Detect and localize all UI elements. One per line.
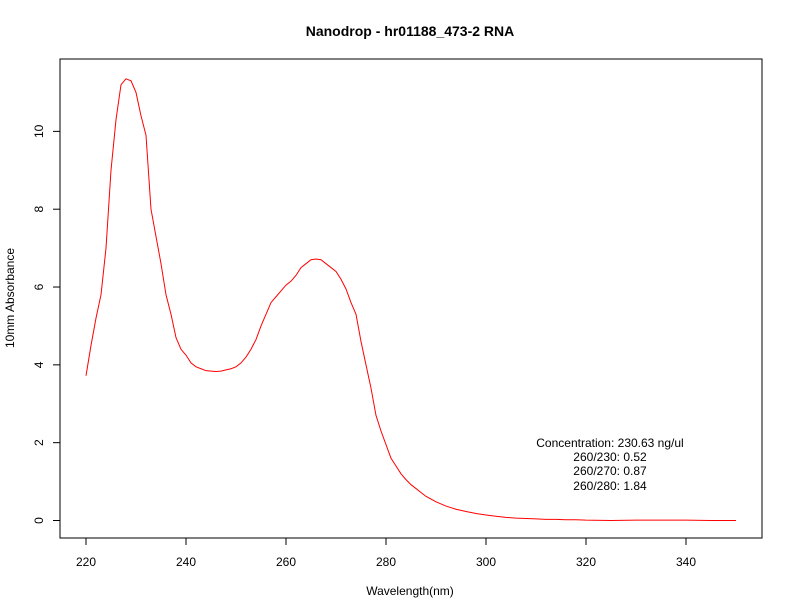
x-axis-label: Wavelength(nm) (366, 584, 454, 598)
x-tick-label: 340 (676, 555, 696, 569)
x-tick-label: 260 (276, 555, 296, 569)
y-tick-label: 6 (32, 283, 46, 290)
chart-title: Nanodrop - hr01188_473-2 RNA (306, 23, 515, 39)
x-tick-label: 320 (576, 555, 596, 569)
x-tick-label: 240 (176, 555, 196, 569)
concentration-text: Concentration: 230.63 ng/ul (536, 436, 683, 450)
x-tick-label: 280 (376, 555, 396, 569)
y-tick-label: 10 (32, 124, 46, 138)
ratio-260-280-text: 260/280: 1.84 (573, 479, 647, 493)
x-tick-label: 300 (476, 555, 496, 569)
y-tick-label: 8 (32, 206, 46, 213)
y-tick-label: 0 (32, 517, 46, 524)
y-tick-label: 2 (32, 439, 46, 446)
y-axis-label: 10mm Absorbance (3, 248, 17, 348)
ratio-260-230-text: 260/230: 0.52 (573, 450, 647, 464)
x-axis: 220 240 260 280 300 320 340 (76, 537, 696, 569)
plot-frame (59, 58, 763, 539)
x-tick-label: 220 (76, 555, 96, 569)
stats-annotation: Concentration: 230.63 ng/ul 260/230: 0.5… (536, 436, 683, 493)
ratio-260-270-text: 260/270: 0.87 (573, 464, 647, 478)
absorbance-series-line (85, 78, 736, 521)
y-tick-label: 4 (32, 361, 46, 368)
y-axis: 0 2 4 6 8 10 (32, 124, 61, 524)
